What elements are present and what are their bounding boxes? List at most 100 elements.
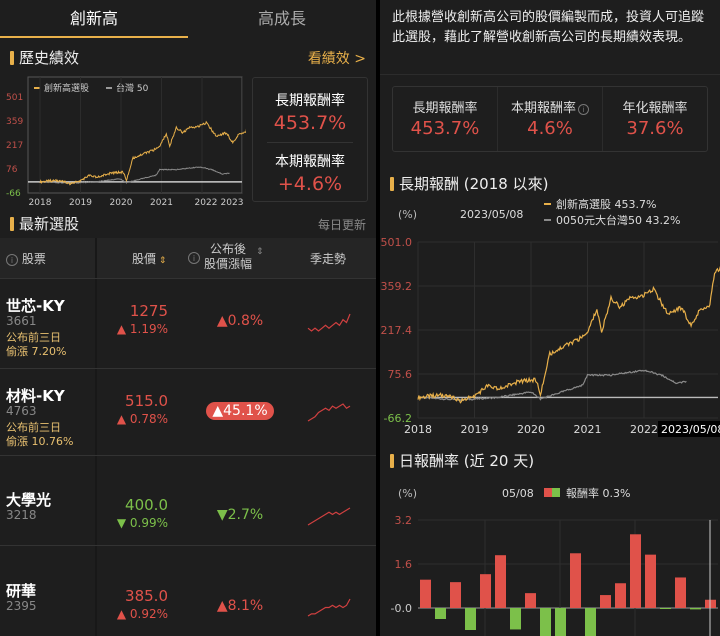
daily-update-label: 每日更新 xyxy=(317,218,366,232)
x-tick-label: 2020 xyxy=(110,198,133,208)
x-tick-label: 2023 xyxy=(221,198,244,208)
quarter-trend-sparkline xyxy=(307,403,351,422)
x-tick-label: 2022 xyxy=(630,423,658,436)
bar xyxy=(525,593,536,608)
quarter-trend-sparkline xyxy=(307,507,351,526)
series-line xyxy=(417,266,720,404)
y-tick-label: 75.6 xyxy=(388,368,413,381)
stock-row[interactable]: 研華 2395 385.0 ▲ 0.92% ▲8.1% xyxy=(0,545,376,636)
price-change-pct: ▲ 0.92% xyxy=(116,606,168,621)
header-change-line1: 公布後 xyxy=(210,242,247,256)
header-change[interactable]: i 公布後 股價漲幅 xyxy=(188,242,252,272)
stat-0: 長期報酬率 453.7% xyxy=(393,87,497,151)
y-unit: (%) xyxy=(398,208,417,221)
pre-announce-note: 公布前三日 偷漲 10.76% xyxy=(6,421,73,449)
x-tick-label: 2021 xyxy=(574,423,602,436)
post-announce-change: ▲8.1% xyxy=(216,597,264,614)
stock-name: 研華 xyxy=(6,581,37,600)
x-tick-label: 2019 xyxy=(69,198,92,208)
bar xyxy=(675,577,686,608)
legend-entry: 台灣 50 xyxy=(116,82,149,94)
history-section-title: 歷史績效 xyxy=(10,47,79,68)
legend-swatch xyxy=(106,87,112,89)
stock-name: 材料-KY xyxy=(6,387,65,405)
y-tick-label: 217.4 xyxy=(381,324,413,337)
y-tick-label: 501 xyxy=(6,93,23,103)
stock-code: 4763 xyxy=(6,404,37,418)
legend-swatch-down xyxy=(552,488,560,497)
y-tick-label: -0.0 xyxy=(391,602,412,615)
bar xyxy=(645,554,656,608)
info-icon[interactable]: i xyxy=(6,254,18,266)
bar xyxy=(690,608,701,610)
stock-name: 世芯-KY xyxy=(6,297,65,315)
stat-1: 本期報酬率 i 4.6% xyxy=(497,87,602,151)
post-announce-change: ▲45.1% xyxy=(206,402,274,420)
long-return-label: 長期報酬率 xyxy=(275,93,345,109)
y-tick-label: 359.2 xyxy=(381,280,413,293)
right-panel: 此根據營收創新高公司的股價編製而成，投資人可追蹤此選股，藉此了解營收創新高公司的… xyxy=(380,0,720,636)
column-divider xyxy=(95,238,97,636)
sort-icon[interactable]: ⇕ xyxy=(256,247,264,257)
note-line2: 偷漲 10.76% xyxy=(6,435,74,448)
legend-entry: 0050元大台灣50 43.2% xyxy=(556,213,680,227)
period-return-value: +4.6% xyxy=(277,173,343,195)
y-tick-label: -66 xyxy=(6,189,21,199)
bar xyxy=(435,608,446,619)
y-tick-label: -66.2 xyxy=(384,412,412,425)
sort-icon[interactable]: ⇕ xyxy=(156,256,167,266)
y-tick-label: 1.6 xyxy=(395,558,413,571)
stock-price: 1275 xyxy=(129,302,168,320)
stat-2: 年化報酬率 37.6% xyxy=(602,87,707,151)
stock-row[interactable]: 大學光 3218 400.0 ▼ 0.99% ▼2.7% xyxy=(0,455,376,545)
note-line2: 偷漲 7.20% xyxy=(6,345,67,358)
table-header: i 股票 股價 ⇕ i 公布後 股價漲幅 ⇕ 季走勢 xyxy=(0,238,376,278)
stock-row[interactable]: 世芯-KY 3661 公布前三日 偷漲 7.20% 1275 ▲ 1.19% ▲0… xyxy=(0,278,376,368)
x-tick-label: 2022 xyxy=(195,198,218,208)
legend-swatch xyxy=(34,87,40,89)
header-stock-label: 股票 xyxy=(21,252,46,266)
sparkline-path xyxy=(307,507,351,526)
x-tick-label: 2021 xyxy=(150,198,173,208)
quarter-trend-sparkline xyxy=(307,313,351,332)
history-stats-box: 長期報酬率 453.7% 本期報酬率 +4.6% xyxy=(252,77,368,202)
stock-code: 3218 xyxy=(6,508,37,522)
left-panel: 創新高 高成長 歷史績效 看績效 > 創新高選股 台灣 50 501 359 217 76… xyxy=(0,0,376,636)
chart-date: 2023/05/08 xyxy=(460,208,523,221)
x-tick-label: 2018 xyxy=(404,423,432,436)
y-tick-label: 3.2 xyxy=(395,514,413,527)
stock-name: 大學光 xyxy=(6,491,52,509)
sparkline-path xyxy=(307,313,351,332)
bar xyxy=(570,553,581,608)
bar xyxy=(630,534,641,608)
chart-date: 05/08 xyxy=(502,487,534,500)
cursor-date-label: 2023/05/08 xyxy=(661,423,720,436)
y-tick-label: 76 xyxy=(6,165,18,175)
legend-entry: 創新高選股 xyxy=(44,82,89,94)
bar xyxy=(615,583,626,608)
price-change-pct: ▲ 0.78% xyxy=(116,412,168,426)
pre-announce-note: 公布前三日 偷漲 7.20% xyxy=(6,331,66,359)
y-unit: (%) xyxy=(398,487,417,500)
long-return-value: 453.7% xyxy=(273,112,347,134)
period-return-label: 本期報酬率 xyxy=(275,154,345,170)
tab-new-high[interactable]: 創新高 xyxy=(0,0,188,38)
stock-code: 3661 xyxy=(6,314,37,328)
header-trend: 季走勢 xyxy=(310,252,347,266)
bar xyxy=(480,574,491,608)
stock-row[interactable]: 材料-KY 4763 公布前三日 偷漲 10.76% 515.0 ▲ 0.78% … xyxy=(0,368,376,455)
bar xyxy=(465,608,476,630)
stock-price: 515.0 xyxy=(125,392,168,410)
stats-box: 長期報酬率 453.7% 本期報酬率 i 4.6% 年化報酬率 37.6% xyxy=(392,86,708,152)
bar xyxy=(585,608,596,636)
info-icon[interactable]: i xyxy=(188,252,200,264)
x-tick-label: 2019 xyxy=(461,423,489,436)
info-icon[interactable]: i xyxy=(578,104,589,115)
long-return-chart: (%) 2023/05/08 創新高選股 453.7% 0050元大台灣50 43.2… xyxy=(381,197,720,437)
view-performance-link[interactable]: 看績效 > xyxy=(307,51,366,67)
panel-divider xyxy=(376,0,380,636)
header-price[interactable]: 股價 ⇕ xyxy=(132,250,166,267)
header-stock[interactable]: i 股票 xyxy=(6,250,46,267)
tab-high-growth[interactable]: 高成長 xyxy=(257,9,306,28)
bar xyxy=(600,595,611,608)
